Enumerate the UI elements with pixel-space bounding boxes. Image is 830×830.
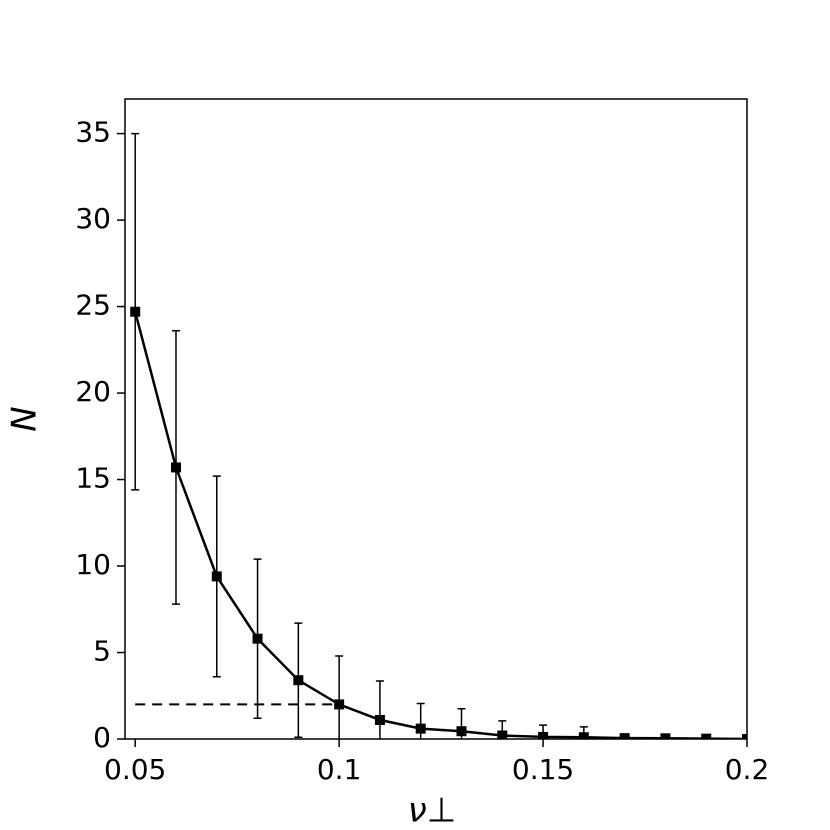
y-axis-label: N — [5, 406, 45, 431]
marker — [456, 726, 467, 737]
plot-frame — [124, 98, 748, 740]
x-tick-label: 0.2 — [725, 753, 770, 786]
marker — [170, 462, 181, 473]
marker — [211, 571, 222, 582]
y-tick-label: 20 — [75, 375, 111, 408]
marker — [293, 675, 304, 686]
marker — [415, 723, 426, 734]
marker — [619, 733, 630, 739]
marker — [130, 306, 141, 317]
marker — [742, 734, 747, 739]
marker — [497, 730, 508, 739]
y-tick-label: 35 — [75, 116, 111, 149]
x-tick-label: 0.15 — [512, 753, 574, 786]
plot-area — [130, 132, 747, 739]
marker — [701, 733, 712, 739]
data-line — [133, 311, 747, 739]
marker — [578, 732, 589, 739]
marker — [660, 733, 671, 739]
marker — [374, 714, 385, 725]
y-tick-label: 30 — [75, 202, 111, 235]
y-tick-label: 15 — [75, 462, 111, 495]
marker — [252, 633, 263, 644]
marker — [334, 699, 345, 710]
y-tick-label: 10 — [75, 548, 111, 581]
y-tick-label: 25 — [75, 289, 111, 322]
x-tick-label: 0.05 — [104, 753, 166, 786]
y-tick-label: 5 — [93, 635, 111, 668]
y-tick-label: 0 — [93, 721, 111, 754]
marker — [538, 731, 549, 739]
x-tick-label: 0.1 — [317, 753, 362, 786]
x-axis-label: ν⊥ — [408, 791, 457, 830]
